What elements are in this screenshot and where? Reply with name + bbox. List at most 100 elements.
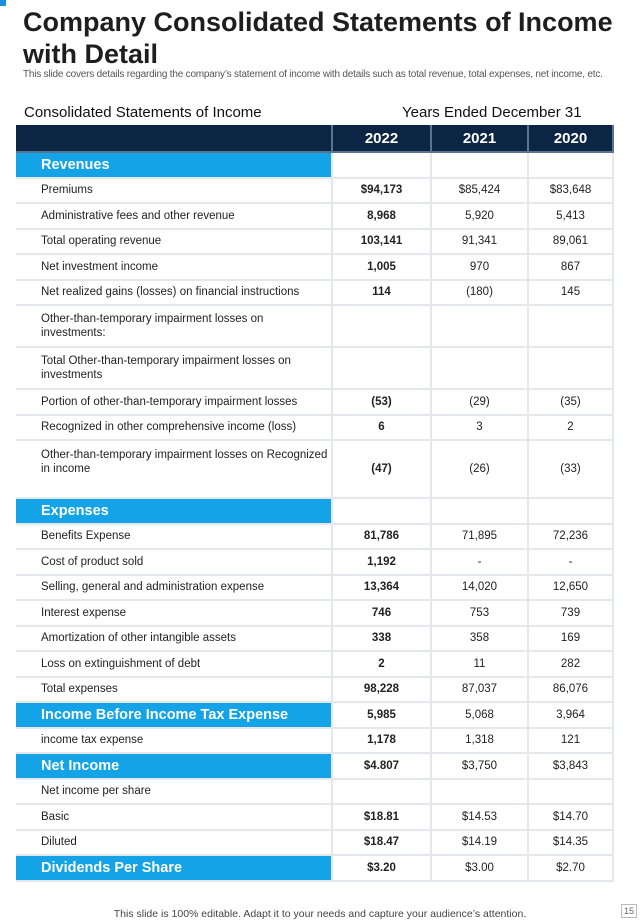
corner-marker	[0, 0, 6, 6]
row-label: Benefits Expense	[16, 523, 333, 550]
value-2021	[431, 152, 529, 179]
value-2020	[528, 347, 614, 390]
value-2021: $3.00	[431, 855, 529, 882]
value-2022: $4.807	[332, 753, 432, 780]
table-header-row: 2022 2021 2020	[16, 125, 614, 153]
table-row: Total expenses 98,228 87,037 86,076	[16, 676, 614, 703]
value-2020	[528, 305, 614, 348]
value-2022: 746	[332, 600, 432, 627]
value-2020: $14.70	[528, 804, 614, 831]
value-2020: $14.35	[528, 829, 614, 856]
section-label: Dividends Per Share	[16, 855, 333, 882]
page-number: 15	[621, 904, 638, 918]
value-2021: 753	[431, 600, 529, 627]
value-2022: 1,005	[332, 254, 432, 281]
value-2022: 114	[332, 279, 432, 306]
value-2021: (29)	[431, 389, 529, 416]
section-label: Income Before Income Tax Expense	[16, 702, 333, 729]
row-label: Amortization of other intangible assets	[16, 625, 333, 652]
table-row: income tax expense 1,178 1,318 121	[16, 727, 614, 754]
table-row: Loss on extinguishment of debt 2 11 282	[16, 651, 614, 678]
row-label: Basic	[16, 804, 333, 831]
page-title: Company Consolidated Statements of Incom…	[23, 7, 613, 69]
value-2020: 282	[528, 651, 614, 678]
value-2021: $14.19	[431, 829, 529, 856]
value-2021: 970	[431, 254, 529, 281]
section-row: Net Income $4.807 $3,750 $3,843	[16, 753, 614, 780]
row-label: Other-than-temporary impairment losses o…	[16, 305, 333, 348]
row-label: income tax expense	[16, 727, 333, 754]
value-2021: 11	[431, 651, 529, 678]
table-row: Cost of product sold 1,192- -	[16, 549, 614, 576]
value-2022	[332, 498, 432, 525]
value-2020: 867	[528, 254, 614, 281]
section-row: Revenues	[16, 152, 614, 179]
row-label: Total operating revenue	[16, 228, 333, 255]
value-2021: 14,020	[431, 574, 529, 601]
section-row: Expenses	[16, 498, 614, 525]
row-label: Selling, general and administration expe…	[16, 574, 333, 601]
table-row: Portion of other-than-temporary impairme…	[16, 389, 614, 416]
value-2020: -	[528, 549, 614, 576]
section-label: Expenses	[16, 498, 333, 525]
value-2020: (35)	[528, 389, 614, 416]
table-row: Premiums $94,173 $85,424 $83,648	[16, 177, 614, 204]
value-2021: (180)	[431, 279, 529, 306]
table-row: Benefits Expense 81,786 71,895 72,236	[16, 523, 614, 550]
value-2020: 2	[528, 414, 614, 441]
table-row: Administrative fees and other revenue 8,9…	[16, 203, 614, 230]
value-2020: 86,076	[528, 676, 614, 703]
value-2021: 71,895	[431, 523, 529, 550]
value-2022	[332, 305, 432, 348]
table-row: Basic $18.81 $14.53 $14.70	[16, 804, 614, 831]
table-row: Other-than-temporary impairment losses o…	[16, 440, 614, 499]
value-2021: $85,424	[431, 177, 529, 204]
value-2020: 169	[528, 625, 614, 652]
value-2022: (47)	[332, 440, 432, 499]
value-2022: 1,178	[332, 727, 432, 754]
value-2020: 72,236	[528, 523, 614, 550]
value-2020: $3,843	[528, 753, 614, 780]
value-2022	[332, 778, 432, 805]
value-2020: $2.70	[528, 855, 614, 882]
section-row: Dividends Per Share $3.20 $3.00 $2.70	[16, 855, 614, 882]
table-caption-left: Consolidated Statements of Income	[24, 104, 262, 121]
value-2021: 3	[431, 414, 529, 441]
value-2020	[528, 152, 614, 179]
row-label: Net investment income	[16, 254, 333, 281]
value-2021: 5,068	[431, 702, 529, 729]
row-label: Loss on extinguishment of debt	[16, 651, 333, 678]
value-2022: 5,985	[332, 702, 432, 729]
table-row: Amortization of other intangible assets 3…	[16, 625, 614, 652]
row-label: Other-than-temporary impairment losses o…	[16, 440, 333, 499]
value-2020	[528, 778, 614, 805]
value-2022: 103,141	[332, 228, 432, 255]
value-2022: $18.81	[332, 804, 432, 831]
value-2020: 5,413	[528, 203, 614, 230]
value-2021: $3,750	[431, 753, 529, 780]
table-row: Diluted $18.47 $14.19 $14.35	[16, 829, 614, 856]
table-row: Total operating revenue 103,141 91,341 89,0…	[16, 228, 614, 255]
value-2022: 98,228	[332, 676, 432, 703]
value-2022: $3.20	[332, 855, 432, 882]
table-caption-right: Years Ended December 31	[402, 104, 582, 121]
section-label: Net Income	[16, 753, 333, 780]
value-2022: 6	[332, 414, 432, 441]
value-2021: 5,920	[431, 203, 529, 230]
value-2021	[431, 347, 529, 390]
row-label: Total Other-than-temporary impairment lo…	[16, 347, 333, 390]
value-2020	[528, 498, 614, 525]
value-2022: $18.47	[332, 829, 432, 856]
row-label: Premiums	[16, 177, 333, 204]
table-row: Net realized gains (losses) on financial…	[16, 279, 614, 306]
row-label: Net income per share	[16, 778, 333, 805]
header-blank	[16, 125, 333, 153]
value-2022: 13,364	[332, 574, 432, 601]
value-2022: 81,786	[332, 523, 432, 550]
value-2020: (33)	[528, 440, 614, 499]
value-2020: 89,061	[528, 228, 614, 255]
value-2020: 121	[528, 727, 614, 754]
value-2021: 87,037	[431, 676, 529, 703]
table-row: Net investment income 1,005 970 867	[16, 254, 614, 281]
row-label: Net realized gains (losses) on financial…	[16, 279, 333, 306]
